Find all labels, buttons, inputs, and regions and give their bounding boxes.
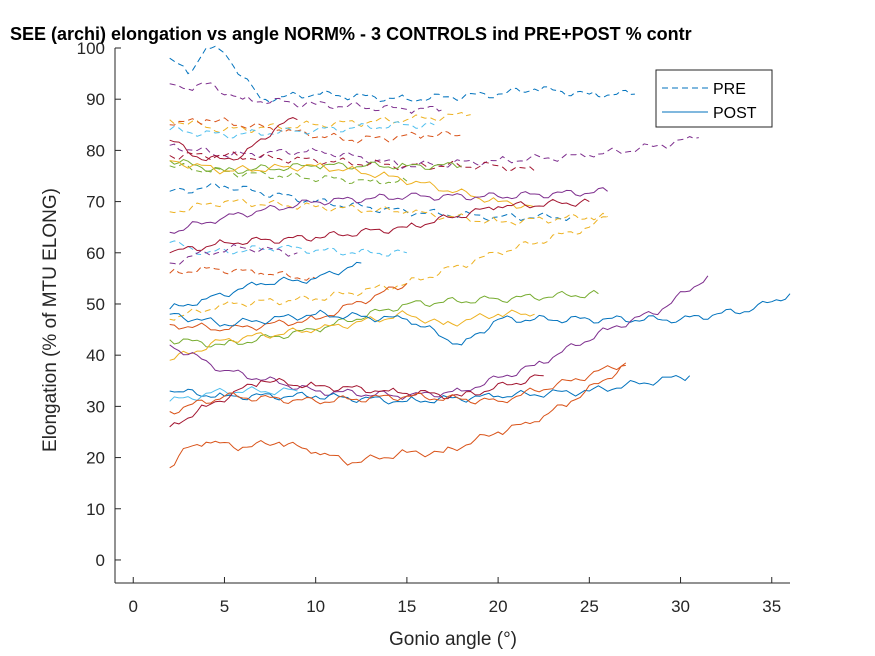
x-tick-label: 30 (671, 597, 690, 616)
x-tick-label: 10 (306, 597, 325, 616)
x-tick-label: 0 (129, 597, 138, 616)
x-tick-label: 25 (580, 597, 599, 616)
legend-entry-pre: PRE (713, 81, 746, 98)
y-tick-label: 50 (86, 295, 105, 314)
y-tick-label: 70 (86, 193, 105, 212)
series-line-post-27 (169, 374, 544, 428)
x-axis-label: Gonio angle (°) (389, 629, 517, 650)
y-axis-ticks: 0 10 20 30 40 50 60 70 80 90 100 (77, 39, 121, 570)
series-line-post-25 (169, 374, 691, 405)
series-line-post-22 (169, 309, 535, 361)
y-tick-label: 60 (86, 244, 105, 263)
x-tick-label: 35 (762, 597, 781, 616)
series-line-pre-12 (169, 265, 316, 281)
series-line-pre-0 (169, 45, 635, 104)
y-tick-label: 10 (86, 500, 105, 519)
series-line-pre-3 (169, 117, 462, 145)
series-line-pre-1 (169, 82, 444, 114)
series-line-post-21 (169, 289, 599, 348)
series-line-pre-11 (169, 240, 408, 257)
series-line-pre-9 (169, 198, 608, 226)
legend: PRE POST (655, 69, 773, 128)
x-axis-ticks: 0 5 10 15 20 25 30 35 (129, 577, 781, 616)
series-line-post-24 (169, 275, 709, 401)
series-line-pre-5 (169, 136, 699, 169)
series-line-post-29 (169, 364, 626, 469)
y-tick-label: 20 (86, 449, 105, 468)
series-line-pre-6 (169, 151, 535, 172)
y-tick-label: 40 (86, 346, 105, 365)
series-line-pre-8 (169, 183, 572, 222)
legend-box (655, 69, 773, 128)
y-tick-label: 80 (86, 141, 105, 160)
series-line-post-23 (169, 293, 791, 346)
axes (114, 48, 790, 584)
x-tick-label: 5 (220, 597, 229, 616)
x-tick-label: 20 (489, 597, 508, 616)
series-line-pre-10 (169, 216, 608, 321)
series-line-pre-13 (169, 244, 298, 266)
y-tick-label: 90 (86, 90, 105, 109)
series-line-post-14 (169, 158, 462, 175)
series-line-pre-7 (169, 162, 408, 185)
series-line-post-19 (169, 261, 362, 310)
plot-area (169, 45, 791, 469)
series-line-post-20 (169, 283, 408, 332)
y-tick-label: 100 (77, 39, 105, 58)
series-line-pre-4 (169, 121, 435, 140)
chart-title: SEE (archi) elongation vs angle NORM% - … (10, 24, 692, 44)
series-line-post-18 (169, 198, 590, 254)
series-line-post-17 (169, 187, 608, 234)
series-line-post-15 (169, 117, 298, 162)
legend-entry-post: POST (713, 105, 757, 122)
series-line-post-28 (169, 362, 627, 415)
y-axis-label: Elongation (% of MTU ELONG) (40, 188, 61, 452)
y-tick-label: 30 (86, 397, 105, 416)
series-line-post-16 (169, 160, 535, 209)
x-tick-label: 15 (397, 597, 416, 616)
series-line-pre-2 (169, 111, 471, 134)
y-tick-label: 0 (96, 551, 105, 570)
